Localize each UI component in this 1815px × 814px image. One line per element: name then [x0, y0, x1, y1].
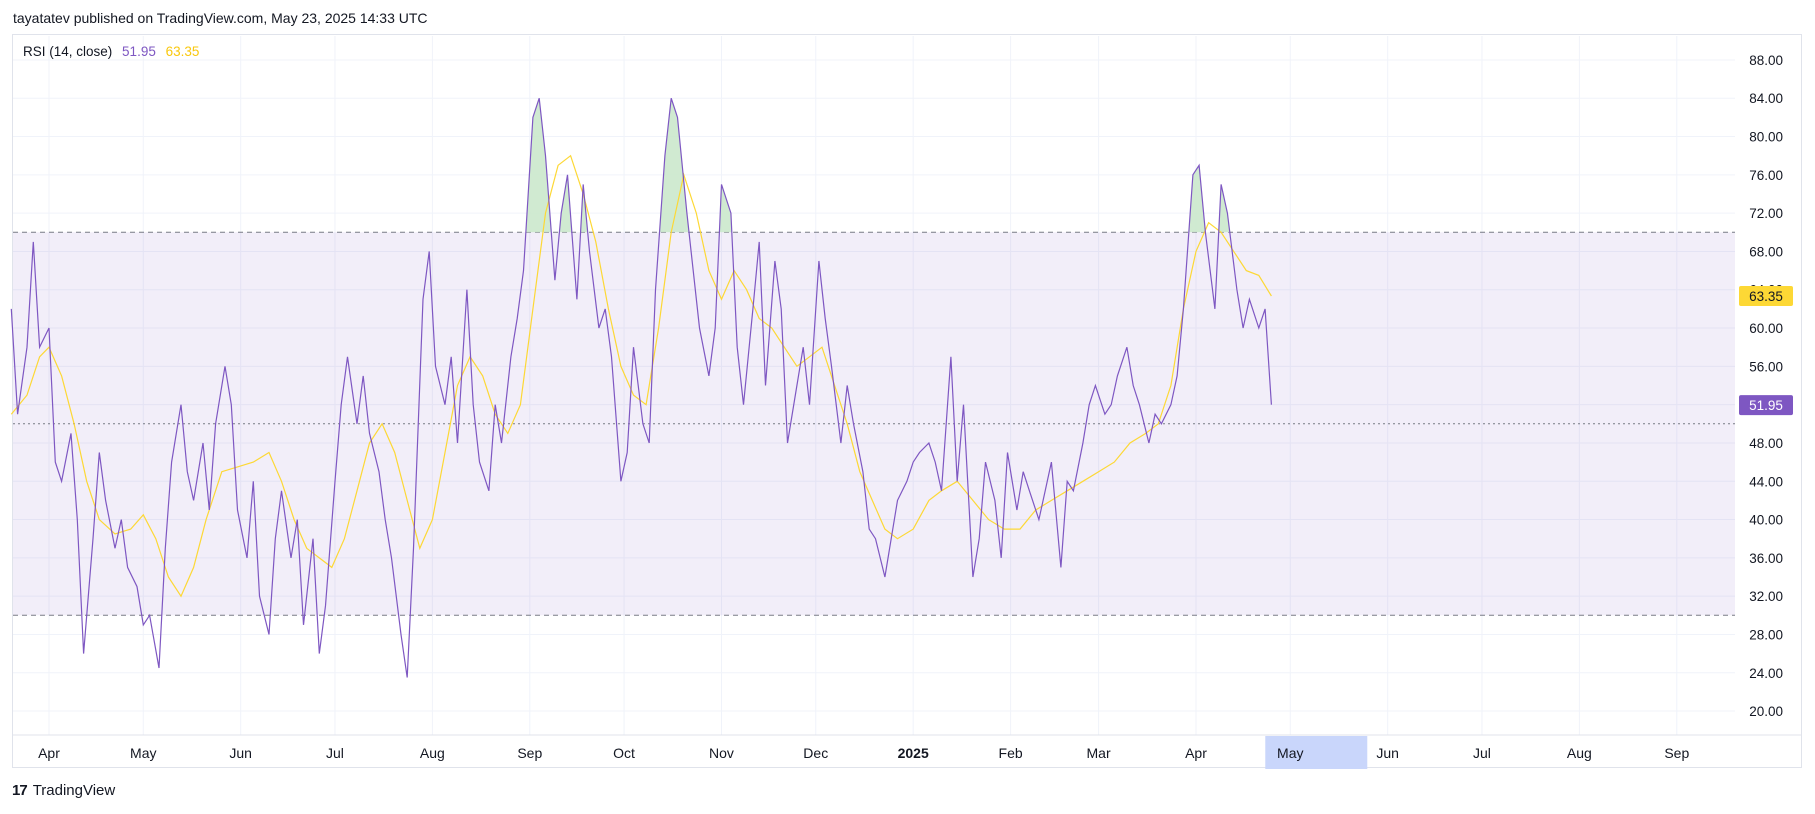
ma-last-value-text: 63.35	[1749, 289, 1783, 304]
chart-frame	[12, 34, 1802, 768]
y-tick-label: 72.00	[1749, 206, 1783, 221]
brand-name: TradingView	[32, 782, 116, 799]
x-tick-label: May	[1277, 745, 1303, 761]
legend-rsi-value: 51.95	[122, 44, 156, 59]
band-lines	[13, 231, 1735, 616]
y-tick-label: 40.00	[1749, 513, 1783, 528]
x-tick-label: 2025	[898, 745, 929, 761]
x-tick-label: Nov	[709, 745, 734, 761]
ma-last-value: 63.35	[1739, 285, 1793, 306]
y-tick-label: 60.00	[1749, 321, 1783, 336]
x-tick-label: Jun	[1376, 745, 1399, 761]
x-tick-label: Sep	[1664, 745, 1689, 761]
y-tick-label: 76.00	[1749, 168, 1783, 183]
x-tick-label: Sep	[517, 745, 542, 761]
x-highlight-box	[1265, 736, 1368, 769]
x-tick-label: Jun	[229, 745, 252, 761]
last-value-labels: 63.35 51.95	[1739, 285, 1793, 416]
rsi-last-value-bg	[1739, 395, 1793, 416]
y-tick-label: 84.00	[1749, 91, 1783, 106]
x-tick-label: Mar	[1087, 745, 1111, 761]
rsi-series-line	[10, 98, 1272, 678]
y-tick-label: 36.00	[1749, 551, 1783, 566]
footer[interactable]: 17 TradingView	[12, 782, 115, 799]
y-tick-label: 88.00	[1749, 53, 1783, 68]
x-tick-label: Apr	[1185, 745, 1207, 761]
x-tick-label: Aug	[1567, 745, 1592, 761]
rsi-last-value-text: 51.95	[1749, 398, 1783, 413]
overbought-fill-layer	[525, 98, 1230, 233]
x-tick-label: Jul	[1473, 745, 1491, 761]
x-tick-label: Jul	[326, 745, 344, 761]
y-tick-label: 20.00	[1749, 704, 1783, 719]
y-tick-label: 68.00	[1749, 244, 1783, 259]
y-tick-label: 24.00	[1749, 666, 1783, 681]
x-tick-label: Dec	[803, 745, 828, 761]
series-layer	[10, 98, 1272, 678]
ma-series-line	[10, 154, 1272, 598]
grid-layer	[13, 36, 1735, 735]
y-tick-label: 44.00	[1749, 474, 1783, 489]
overbought-fill	[580, 184, 588, 233]
y-tick-label: 80.00	[1749, 130, 1783, 145]
indicator-legend[interactable]: RSI (14, close) 51.95 63.35	[23, 44, 199, 59]
legend-ma-value: 63.35	[165, 44, 200, 59]
y-tick-label: 32.00	[1749, 589, 1783, 604]
y-tick-label: 28.00	[1749, 627, 1783, 642]
y-axis: 20.00 24.00 28.00 32.00 36.00 40.00 44.00 48.00…	[1749, 53, 1783, 719]
overbought-fill	[559, 174, 572, 233]
x-tick-label: Apr	[38, 745, 60, 761]
rsi-last-value: 51.95	[1739, 395, 1793, 416]
indicator-name: RSI (14, close)	[23, 44, 113, 59]
publisher-attribution: tayatatev published on TradingView.com, …	[13, 10, 428, 26]
overbought-fill	[659, 98, 690, 233]
tradingview-logo-icon: 17	[12, 782, 28, 799]
x-tick-label: May	[130, 745, 156, 761]
overbought-fill	[1218, 184, 1230, 233]
x-tick-label: Oct	[613, 745, 635, 761]
ma-last-value-bg	[1739, 285, 1793, 306]
x-axis: Apr May Jun Jul Aug Sep Oct Nov Dec 2025 Feb Mar Apr…	[13, 734, 1802, 769]
y-tick-label: 48.00	[1749, 436, 1783, 451]
y-tick-label: 56.00	[1749, 359, 1783, 374]
x-tick-label: Aug	[420, 745, 445, 761]
overbought-fill	[719, 184, 732, 233]
x-tick-label: Feb	[999, 745, 1023, 761]
